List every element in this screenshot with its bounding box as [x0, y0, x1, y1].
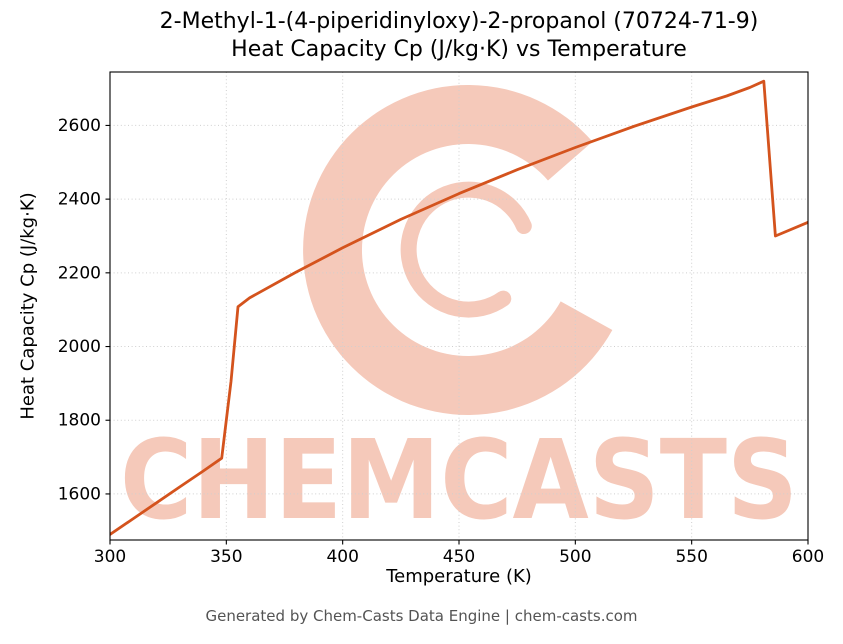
x-tick-label: 550 — [675, 547, 707, 567]
x-tick-label: 300 — [94, 547, 126, 567]
y-tick-label: 1600 — [58, 484, 101, 504]
chart-title: 2-Methyl-1-(4-piperidinyloxy)-2-propanol… — [110, 8, 808, 64]
x-tick-label: 450 — [443, 547, 475, 567]
y-tick-label: 2600 — [58, 116, 101, 136]
watermark: CHEMCASTS — [120, 85, 798, 544]
x-tick-label: 350 — [210, 547, 242, 567]
watermark-text: CHEMCASTS — [120, 416, 798, 544]
data-series-line — [110, 79, 808, 536]
x-tick-label: 500 — [559, 547, 591, 567]
chart-title-line-1: 2-Methyl-1-(4-piperidinyloxy)-2-propanol… — [159, 9, 759, 34]
y-tick-label: 2200 — [58, 263, 101, 283]
y-tick-label: 1800 — [58, 411, 101, 431]
x-axis-label: Temperature (K) — [386, 566, 532, 587]
y-axis-label: Heat Capacity Cp (J/kg·K) — [17, 192, 39, 420]
x-tick-label: 600 — [792, 547, 824, 567]
y-tick-label: 2000 — [58, 337, 101, 357]
x-tick-label: 400 — [326, 547, 358, 567]
chart-canvas: CHEMCASTS 300 350 400 450 500 550 600 1600 1800 20… — [58, 71, 824, 567]
y-tick-label: 2400 — [58, 190, 101, 210]
footer-credit: Generated by Chem-Casts Data Engine | ch… — [205, 607, 638, 625]
watermark-c-logo — [303, 85, 613, 415]
chart-title-line-2: Heat Capacity Cp (J/kg·K) vs Temperature — [231, 37, 687, 62]
